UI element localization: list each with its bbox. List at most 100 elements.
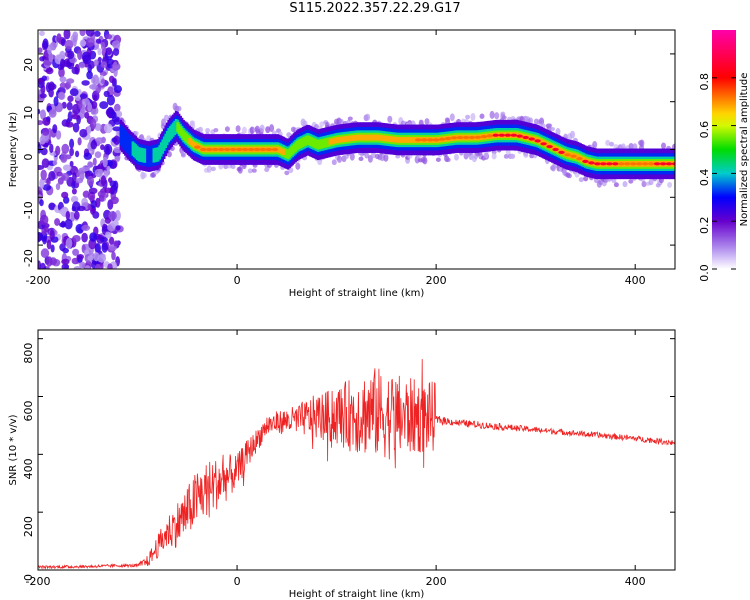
ridge-cell <box>336 137 339 143</box>
noise-blob <box>79 39 87 47</box>
ridge-cell <box>364 134 368 141</box>
noise-blob <box>69 147 74 157</box>
ridge-cell <box>130 136 133 158</box>
halo-cell <box>489 110 495 119</box>
x-tick-label: 0 <box>234 575 241 588</box>
ridge-cell <box>119 124 123 146</box>
y-tick-label: 10 <box>22 106 35 120</box>
halo-cell <box>661 142 666 150</box>
halo-cell <box>383 153 389 162</box>
noise-blob <box>48 81 55 91</box>
ridge-cell <box>289 146 293 157</box>
noise-blob <box>52 124 58 134</box>
ridge-cell <box>310 137 314 147</box>
halo-cell <box>628 142 634 150</box>
noise-blob <box>81 232 88 243</box>
noise-blob <box>87 161 94 168</box>
noise-blob <box>56 171 63 177</box>
noise-blob <box>55 183 61 191</box>
ridge-peak <box>450 136 458 140</box>
noise-blob <box>95 137 104 145</box>
noise-blob <box>112 61 118 72</box>
noise-blob <box>108 211 117 221</box>
ridge-peak <box>588 161 595 165</box>
heatmap-cells <box>38 30 675 269</box>
ridge-cell <box>155 147 158 162</box>
noise-blob <box>41 158 50 169</box>
noise-blob <box>72 172 77 183</box>
ridge-peak <box>415 138 422 142</box>
ridge-cell <box>286 149 290 160</box>
ridge-cell <box>540 139 544 146</box>
noise-blob <box>71 66 79 75</box>
ridge-cell <box>348 135 351 142</box>
ridge-cell <box>342 136 345 143</box>
noise-blob <box>70 195 79 203</box>
halo-cell <box>605 139 611 146</box>
noise-blob <box>62 247 69 254</box>
noise-blob <box>87 175 94 187</box>
ridge-cell <box>328 139 332 145</box>
halo-cell <box>259 124 265 132</box>
halo-cell <box>641 180 647 188</box>
halo-cell <box>295 162 301 170</box>
noise-blob <box>82 54 92 65</box>
ridge-cell <box>191 140 194 147</box>
noise-blob <box>55 130 62 140</box>
noise-blob <box>101 78 106 84</box>
colorbar-tick-label: 0.0 <box>698 264 711 282</box>
noise-blob <box>54 218 61 226</box>
ridge-cell <box>139 147 142 162</box>
noise-blob <box>69 138 75 149</box>
noise-blob <box>67 95 74 102</box>
halo-cell <box>550 126 555 132</box>
line-frame <box>37 329 676 571</box>
noise-blob <box>71 188 77 195</box>
ridge-peak <box>492 133 499 137</box>
halo-cell <box>449 113 455 122</box>
halo-cell <box>470 112 476 121</box>
ridge-peak <box>474 135 482 139</box>
noise-blob <box>85 30 95 37</box>
ridge-cell <box>170 124 173 139</box>
colorbar <box>712 30 736 269</box>
ridge-cell <box>124 130 127 151</box>
snr-series-line <box>38 359 675 570</box>
ridge-cell <box>325 137 329 148</box>
ridge-peak <box>253 147 261 152</box>
ridge-cell <box>122 128 126 150</box>
ridge-cell <box>355 134 359 141</box>
ridge-peak <box>504 133 511 137</box>
ridge-peak <box>564 153 571 157</box>
ridge-cell <box>377 134 381 141</box>
ridge-cell <box>331 138 335 144</box>
halo-cell <box>465 114 471 120</box>
noise-blob <box>72 122 80 133</box>
halo-cell <box>235 125 241 133</box>
ridge-cell <box>382 135 385 142</box>
noise-blob <box>38 120 44 126</box>
ridge-cell <box>158 145 161 160</box>
ridge-cell <box>121 126 124 148</box>
colorbar-label: Normalized spectral amplitude <box>739 73 750 227</box>
ridge-cell <box>161 139 164 154</box>
ridge-cell <box>140 147 144 163</box>
noise-blob <box>46 116 51 122</box>
ridge-peak <box>486 134 494 138</box>
ridge-cell <box>304 136 308 146</box>
ridge-cell <box>297 139 300 150</box>
ridge-cell <box>343 136 347 142</box>
ridge-peak <box>647 162 655 166</box>
ridge-peak <box>641 162 649 166</box>
noise-blob <box>38 144 42 154</box>
ridge-cell <box>327 137 330 147</box>
y-tick-label: 20 <box>22 58 35 72</box>
ridge-peak <box>624 162 631 166</box>
noise-blob <box>100 41 106 51</box>
noise-blob <box>103 90 110 98</box>
noise-blob <box>115 155 120 162</box>
colorbar-tick-label: 0.2 <box>698 216 711 234</box>
noise-blob <box>57 91 65 100</box>
ridge-peak <box>480 135 488 139</box>
halo-cell <box>387 115 393 123</box>
